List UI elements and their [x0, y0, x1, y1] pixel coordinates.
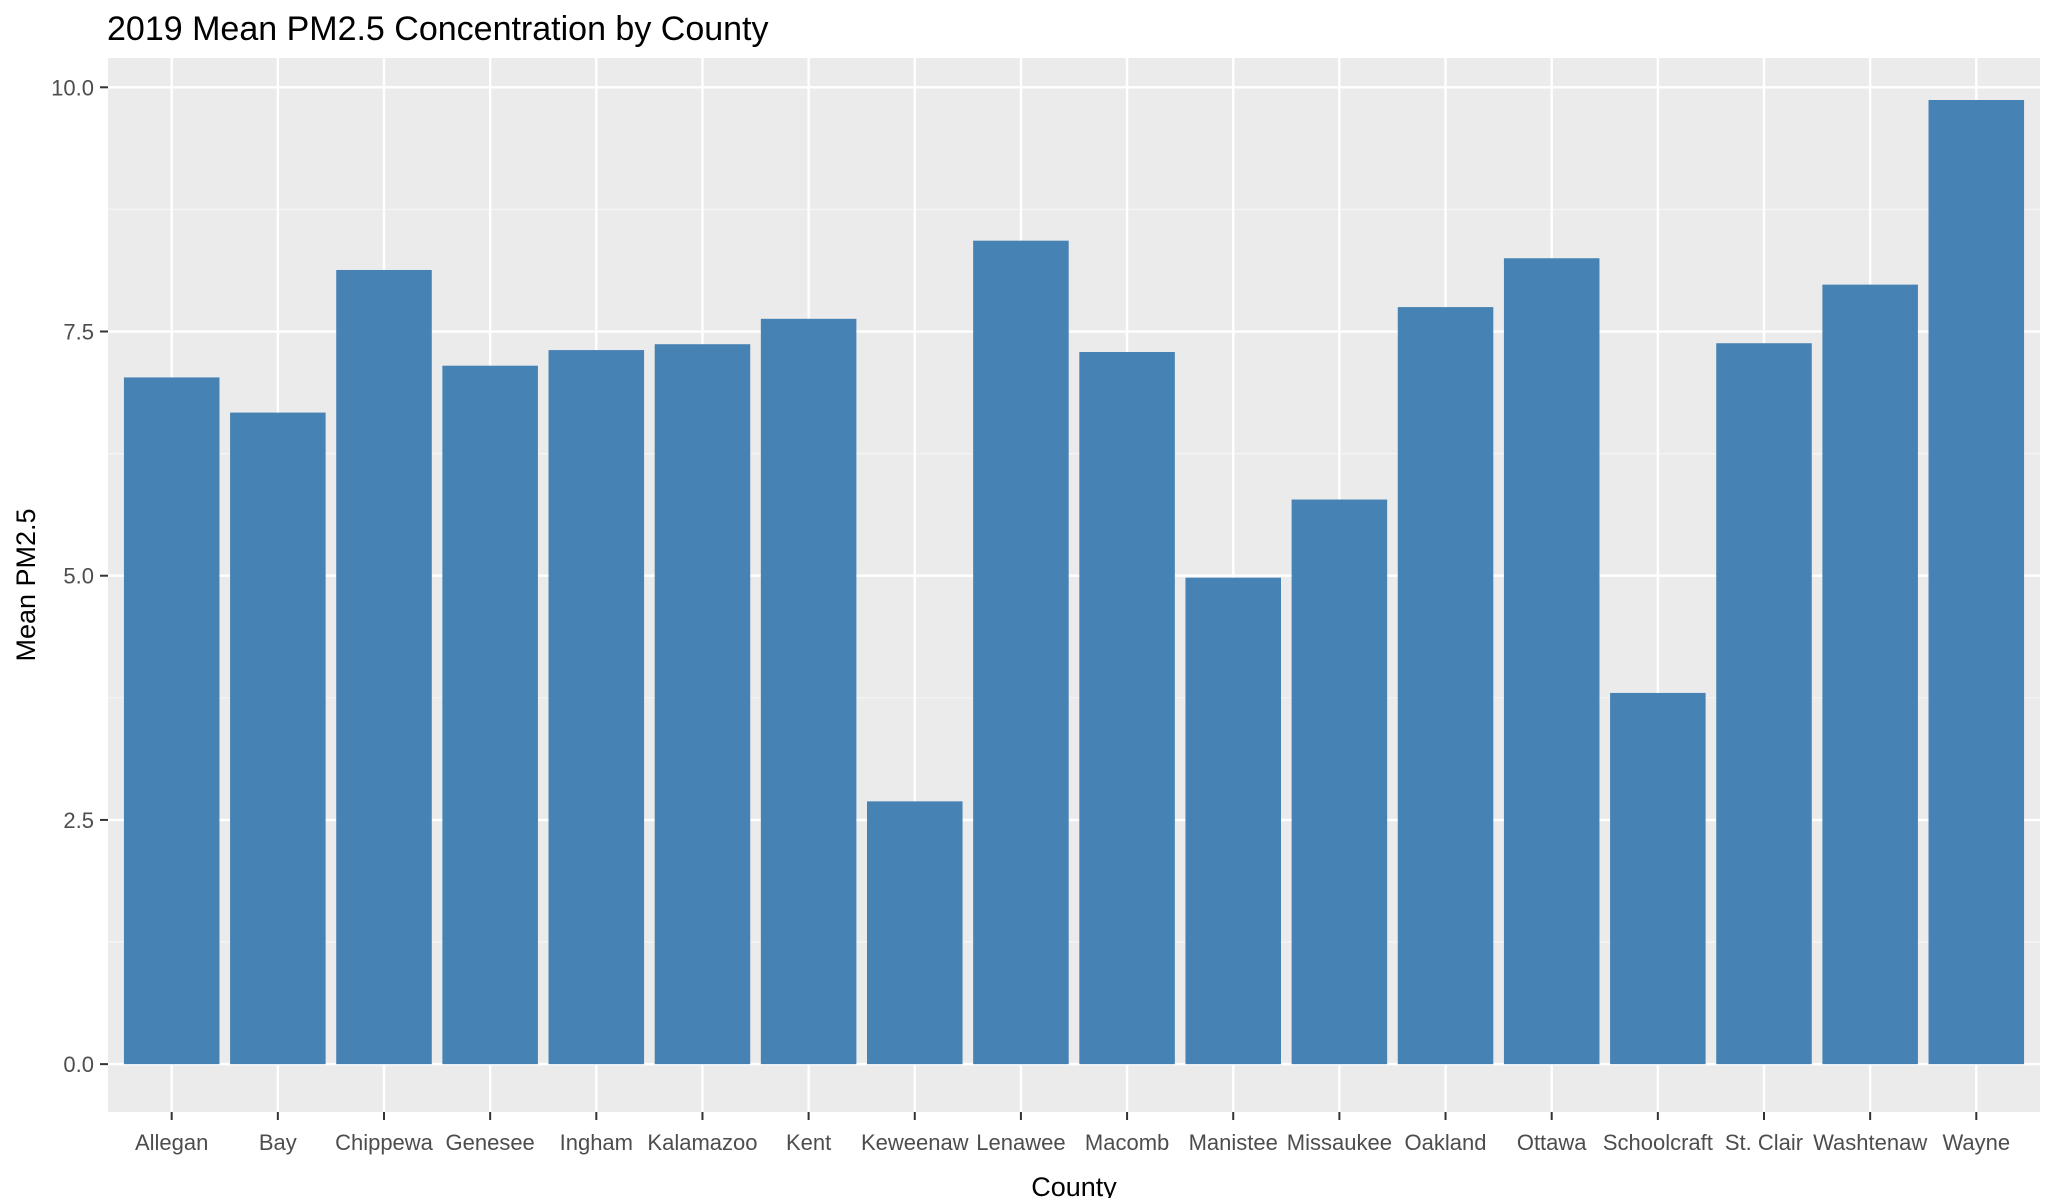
bar-st-clair: [1716, 343, 1812, 1065]
x-tick-label: Lenawee: [976, 1130, 1065, 1155]
x-tick-label: St. Clair: [1725, 1130, 1803, 1155]
x-tick-label: Ottawa: [1517, 1130, 1587, 1155]
x-tick-label: Allegan: [135, 1130, 208, 1155]
x-tick-label: Ingham: [560, 1130, 633, 1155]
x-tick-label: Washtenaw: [1813, 1130, 1927, 1155]
bar-missaukee: [1291, 499, 1388, 1065]
bar-lenawee: [973, 240, 1069, 1065]
bar-wayne: [1928, 100, 2025, 1065]
chart-title: 2019 Mean PM2.5 Concentration by County: [107, 10, 769, 48]
bar-bay: [230, 412, 326, 1065]
x-tick-label: Keweenaw: [861, 1130, 969, 1155]
x-tick-label: Schoolcraft: [1603, 1130, 1713, 1155]
x-tick-label: Kent: [786, 1130, 831, 1155]
x-tick-label: Macomb: [1085, 1130, 1169, 1155]
x-tick-label: Oakland: [1405, 1130, 1487, 1155]
x-tick-label: Genesee: [446, 1130, 535, 1155]
y-tick-label: 7.5: [63, 320, 94, 345]
x-axis-title: County: [1031, 1172, 1117, 1198]
bar-ingham: [548, 350, 645, 1065]
x-tick-label: Chippewa: [335, 1130, 434, 1155]
x-tick-label: Manistee: [1189, 1130, 1278, 1155]
bar-schoolcraft: [1610, 692, 1706, 1065]
bar-kalamazoo: [654, 344, 751, 1065]
bars: [123, 100, 2025, 1065]
x-tick-label: Missaukee: [1287, 1130, 1392, 1155]
y-tick-label: 5.0: [63, 564, 94, 589]
y-tick-label: 2.5: [63, 808, 94, 833]
y-axis-title: Mean PM2.5: [11, 508, 41, 661]
bar-allegan: [123, 377, 220, 1065]
y-tick-label: 10.0: [51, 75, 94, 100]
bar-oakland: [1397, 307, 1494, 1065]
bar-genesee: [442, 365, 538, 1065]
bar-chippewa: [336, 269, 432, 1065]
x-tick-label: Bay: [259, 1130, 297, 1155]
y-axis: 0.0 2.5 5.0 7.5 10.0: [51, 75, 108, 1077]
x-tick-label: Kalamazoo: [647, 1130, 757, 1155]
x-tick-label: Wayne: [1942, 1130, 2010, 1155]
x-axis: Allegan Bay Chippewa Genesee Ingham Kalamazoo…: [135, 1112, 2010, 1155]
bar-washtenaw: [1822, 284, 1918, 1065]
bar-macomb: [1079, 352, 1175, 1065]
bar-keweenaw: [867, 801, 963, 1065]
bar-kent: [760, 318, 857, 1065]
bar-manistee: [1185, 577, 1281, 1065]
y-tick-label: 0.0: [63, 1052, 94, 1077]
bar-ottawa: [1503, 258, 1600, 1065]
